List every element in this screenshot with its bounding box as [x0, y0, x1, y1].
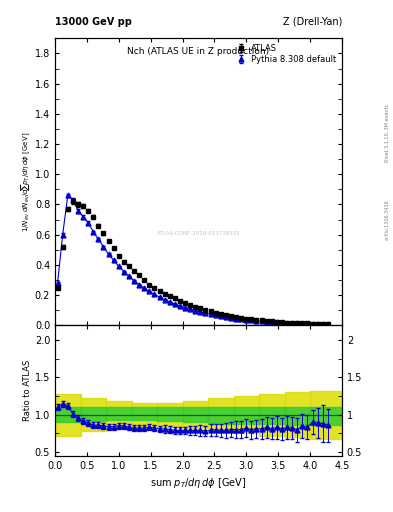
X-axis label: sum $p_T/d\eta\,d\phi$ [GeV]: sum $p_T/d\eta\,d\phi$ [GeV] — [150, 476, 247, 490]
Y-axis label: $1/N_{ev}\ dN_{ev}/d\!\sum\!p_T/d\eta\,d\phi\ [\mathrm{GeV}]$: $1/N_{ev}\ dN_{ev}/d\!\sum\!p_T/d\eta\,d… — [19, 132, 32, 232]
Text: Nch (ATLAS UE in Z production): Nch (ATLAS UE in Z production) — [127, 47, 270, 56]
Text: 13000 GeV pp: 13000 GeV pp — [55, 16, 132, 27]
Text: ATLAS-CONF-2019-011736531: ATLAS-CONF-2019-011736531 — [156, 231, 241, 236]
Legend: ATLAS, Pythia 8.308 default: ATLAS, Pythia 8.308 default — [233, 42, 338, 66]
Text: Rivet 3.1.10, 3M events: Rivet 3.1.10, 3M events — [385, 104, 389, 162]
Text: arXiv:1306.3436: arXiv:1306.3436 — [385, 200, 389, 241]
Y-axis label: Ratio to ATLAS: Ratio to ATLAS — [23, 360, 32, 421]
Text: Z (Drell-Yan): Z (Drell-Yan) — [283, 16, 342, 27]
